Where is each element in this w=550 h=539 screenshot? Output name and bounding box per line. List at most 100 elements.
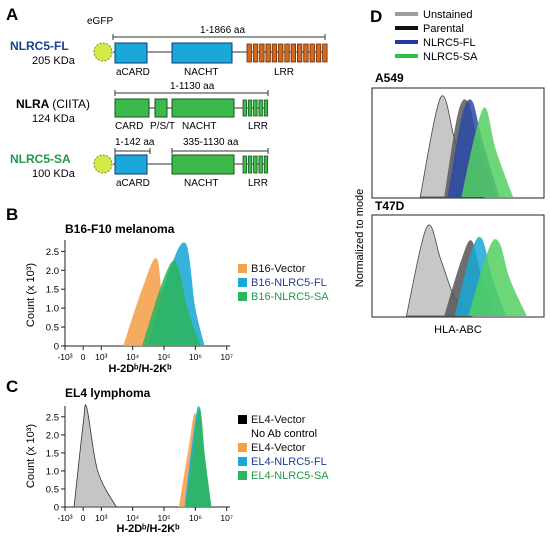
domain-label-lrr-fl: LRR: [274, 67, 294, 78]
x-tick-label: -10³: [57, 513, 72, 523]
protein-name-nlrc5-fl: NLRC5-FL: [10, 39, 69, 53]
domain-card-nlra: [114, 98, 150, 118]
legend-label: B16-Vector: [251, 263, 306, 275]
histogram-curves-c: [73, 404, 212, 508]
x-axis-label-c: H-2Dᵇ/H-2Kᵇ: [117, 523, 181, 535]
x-ticks-b: -10³ 0 10³ 10⁴ 10⁵ 10⁶ 10⁷: [57, 346, 233, 362]
domain-label-acard-fl: aCARD: [116, 67, 150, 78]
domain-nacht-nlrc5-fl: [171, 42, 233, 64]
histogram-nlrc5-sa: [468, 238, 527, 316]
y-tick-label: 1.0: [46, 304, 59, 315]
panel-d-histograms: Unstained Parental NLRC5-FL NLRC5-SA A549 T…: [354, 9, 545, 336]
lrr-fl-repeat: [290, 43, 297, 63]
x-tick-label: 10⁶: [189, 513, 202, 523]
legend-d: Unstained Parental NLRC5-FL NLRC5-SA: [395, 9, 478, 63]
lrr-fl-repeat: [265, 43, 271, 63]
y-tick-label: 0: [54, 503, 59, 514]
x-tick-label: 0: [81, 513, 86, 523]
domain-nacht-nlra: [171, 98, 235, 118]
legend-label-line2: No Ab control: [251, 428, 317, 440]
x-tick-label: 10⁴: [126, 352, 139, 362]
legend-swatch: [238, 471, 247, 480]
panel-c-histogram: EL4 lymphoma 00.51.01.52.02.5 -10³ 0 10³ 10…: [25, 386, 329, 535]
legend-label: NLRC5-FL: [423, 37, 476, 49]
protein-size-nlrc5-fl: 205 KDa: [32, 55, 76, 67]
histogram-nlrc5-sa: [461, 107, 514, 197]
y-tick-label: 2.5: [46, 412, 59, 423]
lrr-nlra-repeat: [258, 99, 263, 117]
subplot-frame-t47d: [371, 214, 545, 318]
legend-label: B16-NLRC5-FL: [251, 277, 327, 289]
x-tick-label: 10⁷: [220, 513, 233, 523]
range-label-sa-2: 335-1130 aa: [183, 137, 239, 148]
x-tick-label: 10³: [95, 352, 107, 362]
domain-acard-sa: [114, 154, 148, 175]
lrr-sa-repeat: [263, 155, 269, 174]
lrr-fl-repeat: [284, 43, 290, 63]
y-axis-label-c: Count (x 10³): [25, 424, 37, 488]
domain-acard-nlrc5-fl: [114, 42, 148, 64]
chart-title-c: EL4 lymphoma: [65, 386, 151, 400]
lrr-nlra-repeat: [263, 99, 269, 117]
lrr-nlra-repeat: [242, 99, 247, 117]
y-tick-label: 1.5: [46, 285, 59, 296]
legend-label: Unstained: [423, 9, 473, 21]
subplot-title-a549: A549: [375, 71, 404, 85]
range-label-nlra: 1-1130 aa: [170, 81, 215, 92]
histogram-el4-nlrc5-sa: [185, 407, 212, 507]
subplot-frame-a549: [371, 87, 545, 199]
histogram-curves-a549: [419, 95, 514, 198]
x-ticks-c: -10³ 0 10³ 10⁴ 10⁵ 10⁶ 10⁷: [57, 507, 233, 523]
legend-label: EL4-Vector: [251, 414, 306, 426]
domain-label-acard-sa: aCARD: [116, 178, 150, 189]
legend-swatch: [238, 264, 247, 273]
histogram-el4-vector: [73, 404, 117, 508]
protein-size-nlrc5-sa: 100 KDa: [32, 168, 76, 180]
panel-letter-c: C: [6, 377, 18, 396]
x-tick-label: 10⁷: [220, 352, 233, 362]
y-tick-label: 0.5: [46, 484, 59, 495]
x-tick-label: 10³: [95, 513, 107, 523]
y-tick-label: 0: [54, 342, 59, 353]
domain-lrr-nlra: [242, 99, 269, 117]
egfp-tag-circle: [93, 42, 113, 62]
chart-title-b: B16-F10 melanoma: [65, 222, 175, 236]
legend-label: B16-NLRC5-SA: [251, 291, 329, 303]
lrr-fl-repeat: [246, 43, 252, 63]
egfp-label: eGFP: [87, 16, 113, 27]
x-tick-label: 10⁴: [126, 513, 139, 523]
lrr-fl-repeat: [309, 43, 315, 63]
legend-c: EL4-Vector No Ab control EL4-Vector EL4-NLR…: [238, 414, 329, 482]
lrr-sa-repeat: [247, 155, 253, 174]
subplot-title-t47d: T47D: [375, 199, 405, 213]
y-tick-label: 2.0: [46, 430, 59, 441]
domain-lrr-sa: [242, 155, 269, 174]
domain-label-card-nlra: CARD: [115, 121, 143, 132]
lrr-fl-repeat: [315, 43, 322, 63]
lrr-fl-repeat: [303, 43, 309, 63]
y-axis-label-d: Normalized to mode: [354, 189, 366, 287]
lrr-sa-repeat: [242, 155, 247, 174]
lrr-fl-repeat: [259, 43, 265, 63]
legend-swatch: [238, 415, 247, 424]
legend-label: EL4-NLRC5-SA: [251, 470, 329, 482]
legend-swatch: [238, 457, 247, 466]
histogram-curves-t47d: [405, 224, 527, 317]
panel-letter-a: A: [6, 5, 18, 24]
lrr-sa-repeat: [253, 155, 258, 174]
panel-letter-d: D: [370, 7, 382, 26]
y-tick-label: 1.0: [46, 466, 59, 477]
domain-lrr-nlrc5-fl: [246, 43, 328, 63]
domain-label-nacht-nlra: NACHT: [182, 121, 216, 132]
x-tick-label: -10³: [57, 352, 72, 362]
y-tick-label: 2.0: [46, 266, 59, 277]
legend-label: EL4-Vector: [251, 442, 306, 454]
lrr-fl-repeat: [252, 43, 259, 63]
y-tick-label: 2.5: [46, 247, 59, 258]
legend-swatch: [238, 278, 247, 287]
domain-label-lrr-nlra: LRR: [248, 121, 268, 132]
domain-pst-nlra: [154, 98, 168, 118]
domain-label-nacht-sa: NACHT: [184, 178, 218, 189]
domain-nacht-sa: [171, 154, 235, 175]
